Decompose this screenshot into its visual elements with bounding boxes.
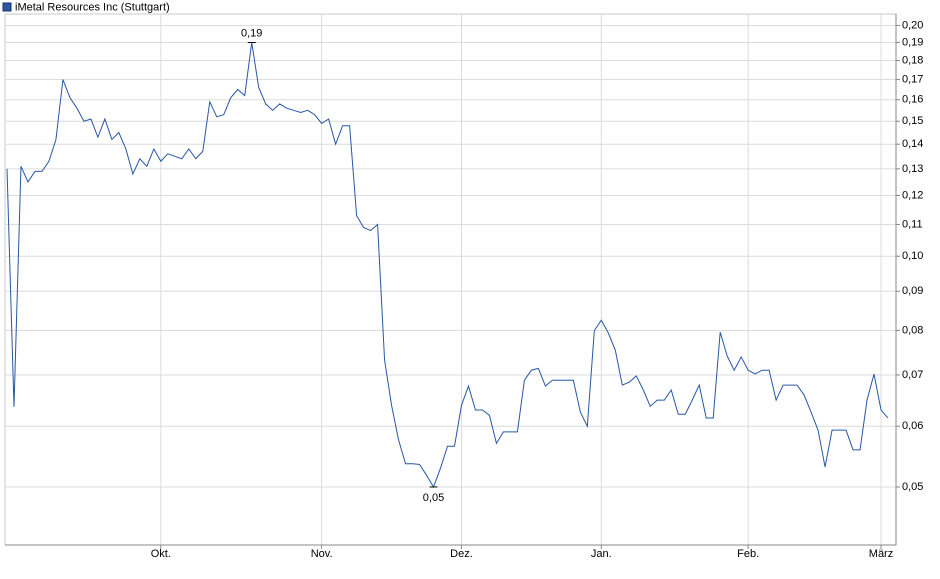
y-tick-label: 0,06 [902,420,923,432]
x-tick-label: Nov. [311,548,333,560]
y-tick-label: 0,13 [902,163,923,175]
y-tick-label: 0,12 [902,189,923,201]
y-tick-label: 0,15 [902,115,923,127]
plot-frame [4,13,897,546]
y-tick-label: 0,18 [902,54,923,66]
x-tick-label: Jan. [591,548,612,560]
y-tick-label: 0,07 [902,369,923,381]
y-tick-label: 0,14 [902,138,923,150]
y-tick-label: 0,05 [902,481,923,493]
extreme-label: 0,05 [423,492,444,504]
x-tick-label: Okt. [151,548,171,560]
x-tick-label: Feb. [737,548,759,560]
y-tick-label: 0,10 [902,250,923,262]
y-tick-label: 0,09 [902,285,923,297]
y-tick-label: 0,16 [902,94,923,106]
x-tick-label: Dez. [450,548,473,560]
y-tick-label: 0,08 [902,324,923,336]
y-tick-label: 0,17 [902,73,923,85]
y-tick-label: 0,20 [902,19,923,31]
legend-swatch [2,2,12,12]
y-tick-label: 0,11 [902,218,923,230]
legend-label: iMetal Resources Inc (Stuttgart) [15,1,170,13]
price-line [6,42,889,489]
x-tick-label: März [869,548,893,560]
y-tick-label: 0,19 [902,36,923,48]
extreme-label: 0,19 [241,27,262,39]
